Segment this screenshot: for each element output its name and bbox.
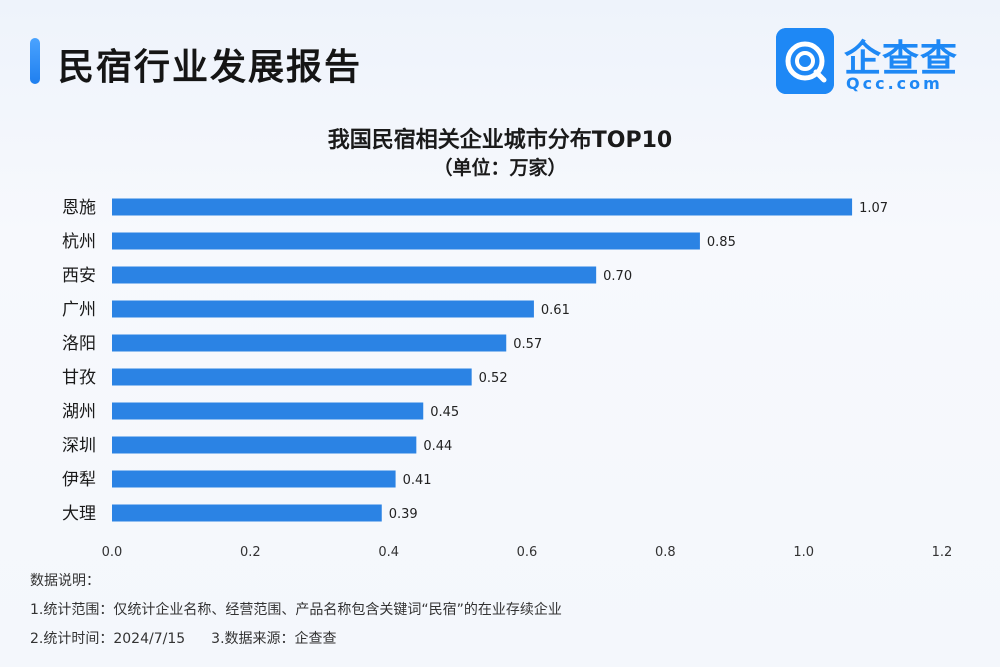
value-label: 0.52 <box>479 371 508 386</box>
bar <box>112 402 424 420</box>
x-tick-label: 1.0 <box>793 545 814 560</box>
x-tick-label: 0.4 <box>378 545 399 560</box>
bar <box>112 504 382 522</box>
logo-domain: Qcc.com <box>846 74 943 93</box>
value-label: 0.57 <box>513 337 542 352</box>
category-label: 深圳 <box>62 436 96 456</box>
category-label: 恩施 <box>62 198 96 218</box>
value-label: 0.45 <box>430 405 459 420</box>
category-label: 湖州 <box>62 402 96 422</box>
value-label: 0.39 <box>389 507 418 522</box>
chart-title: 我国民宿相关企业城市分布TOP10 <box>327 128 673 153</box>
category-label: 西安 <box>62 266 96 286</box>
category-label: 广州 <box>62 300 96 320</box>
value-label: 0.41 <box>403 473 432 488</box>
bar <box>112 198 853 216</box>
value-label: 0.85 <box>707 235 736 250</box>
notes-heading: 数据说明： <box>30 573 100 589</box>
bar <box>112 334 507 352</box>
x-tick-label: 1.2 <box>932 545 953 560</box>
value-label: 0.44 <box>423 439 452 454</box>
x-tick-label: 0.6 <box>517 545 538 560</box>
bar <box>112 232 700 250</box>
chart-subtitle: （单位：万家） <box>433 157 567 179</box>
data-notes: 数据说明： 1.统计范围：仅统计企业名称、经营范围、产品名称包含关键词“民宿”的… <box>30 570 562 657</box>
logo-name: 企查查 <box>844 37 958 80</box>
notes-time: 2.统计时间：2024/7/15 <box>30 631 186 647</box>
category-label: 甘孜 <box>62 368 96 388</box>
value-label: 1.07 <box>859 201 888 216</box>
notes-source: 3.数据来源：企查查 <box>211 631 337 647</box>
category-label: 伊犁 <box>62 470 96 490</box>
x-tick-label: 0.0 <box>102 545 123 560</box>
x-tick-label: 0.2 <box>240 545 261 560</box>
category-label: 大理 <box>62 504 96 524</box>
notes-scope: 1.统计范围：仅统计企业名称、经营范围、产品名称包含关键词“民宿”的在业存续企业 <box>30 602 562 618</box>
bar <box>112 436 417 454</box>
title-accent-bar <box>30 38 40 84</box>
qcc-logo: 企查查 Qcc.com <box>776 28 972 96</box>
category-label: 杭州 <box>62 232 96 252</box>
x-tick-label: 0.8 <box>655 545 676 560</box>
category-label: 洛阳 <box>62 334 96 354</box>
bar <box>112 368 472 386</box>
notes-time-source: 2.统计时间：2024/7/15 3.数据来源：企查查 <box>30 628 562 648</box>
report-title: 民宿行业发展报告 <box>58 47 363 88</box>
bar <box>112 300 534 318</box>
value-label: 0.61 <box>541 303 570 318</box>
bar <box>112 266 597 284</box>
qcc-logo-icon <box>776 28 834 94</box>
bar <box>112 470 396 488</box>
value-label: 0.70 <box>603 269 632 284</box>
